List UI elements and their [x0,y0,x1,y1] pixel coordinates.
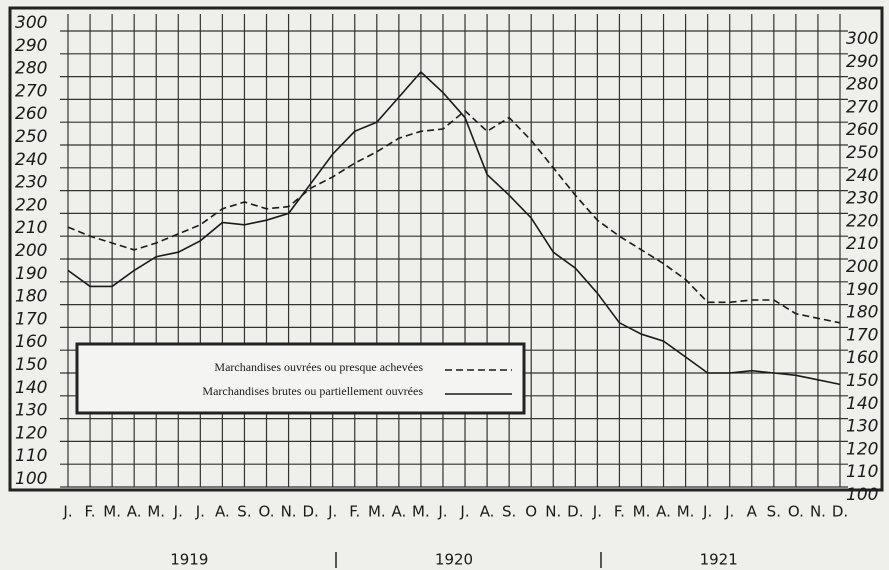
y-tick-label: 120 [15,423,47,443]
x-tick-label: J. [437,503,447,521]
y2-tick-label: 180 [846,303,878,323]
x-tick-label: O [525,503,537,521]
y-tick-label: 220 [15,195,47,215]
x-tick-label: A. [215,503,230,521]
y2-tick-label: 250 [846,143,878,163]
x-tick-label: D. [302,503,318,521]
y2-tick-label: 100 [846,485,878,505]
y2-tick-label: 140 [846,394,878,414]
y-tick-label: 230 [15,173,47,193]
series-line [67,109,841,324]
x-tick-label: O. [788,503,804,521]
year-label: 1919 [170,551,208,569]
x-tick-label: F. [349,503,360,521]
y2-tick-label: 130 [846,417,878,437]
x-tick-label: J. [702,503,712,521]
x-tick-label: J. [62,503,72,521]
y2-tick-label: 230 [846,189,878,209]
x-tick-label: M. [677,503,695,521]
y2-tick-label: 160 [846,348,878,368]
y-tick-label: 270 [15,81,47,101]
y-tick-label: 180 [15,287,47,307]
y2-tick-label: 190 [846,280,878,300]
y-tick-label: 190 [15,264,47,284]
x-tick-label: F. [614,503,625,521]
x-tick-label: N. [810,503,826,521]
y-tick-label: 130 [15,401,47,421]
y2-tick-label: 290 [846,52,878,72]
x-tick-label: D. [567,503,583,521]
legend-box [75,342,526,415]
y-tick-label: 110 [15,446,47,466]
x-tick-label: O. [259,503,275,521]
x-tick-label: A [747,503,758,521]
x-tick-label: A. [391,503,406,521]
y-tick-label: 250 [15,127,47,147]
x-tick-label: N. [545,503,561,521]
y2-tick-label: 170 [846,325,878,345]
y-tick-label: 300 [15,13,47,33]
y2-tick-label: 220 [846,211,878,231]
y2-tick-label: 270 [846,97,878,117]
x-tick-label: A. [656,503,671,521]
frame [8,6,884,492]
y2-tick-label: 150 [846,371,878,391]
y-tick-label: 170 [15,309,47,329]
y2-tick-label: 110 [846,462,878,482]
series-line [67,70,841,386]
y-tick-label: 100 [15,469,47,489]
y-tick-label: 160 [15,332,47,352]
year-label: 1920 [435,551,473,569]
y2-tick-label: 210 [846,234,878,254]
x-tick-label: F. [85,503,96,521]
x-tick-label: N. [281,503,297,521]
y2-tick-label: 120 [846,439,878,459]
x-tick-label: D. [832,503,848,521]
x-tick-label: J. [195,503,205,521]
y-tick-label: 150 [15,355,47,375]
x-tick-label: M. [368,503,386,521]
x-tick-label: S. [502,503,516,521]
y-tick-label: 280 [15,59,47,79]
legend-label: Marchandises ouvrées ou presque achevées [214,360,423,374]
y2-tick-label: 200 [846,257,878,277]
y-tick-label: 240 [15,150,47,170]
year-label: 1921 [700,551,738,569]
x-tick-label: M. [412,503,430,521]
y2-tick-label: 280 [846,75,878,95]
x-tick-label: J. [592,503,602,521]
x-tick-label: M. [633,503,651,521]
legend-label: Marchandises brutes ou partiellement ouv… [202,384,423,398]
y-tick-label: 140 [15,378,47,398]
y-tick-label: 260 [15,104,47,124]
x-tick-label: S. [767,503,781,521]
y2-tick-label: 300 [846,29,878,49]
x-tick-label: A. [480,503,495,521]
y2-tick-label: 240 [846,166,878,186]
x-tick-label: M. [103,503,121,521]
x-tick-label: M. [147,503,165,521]
x-tick-label: J. [327,503,337,521]
x-tick-label: S. [237,503,251,521]
x-tick-label: A. [127,503,142,521]
y-tick-label: 200 [15,241,47,261]
y-tick-label: 210 [15,218,47,238]
x-tick-label: J. [459,503,469,521]
x-tick-label: J. [724,503,734,521]
y-tick-label: 290 [15,36,47,56]
x-tick-label: J. [173,503,183,521]
y2-tick-label: 260 [846,120,878,140]
